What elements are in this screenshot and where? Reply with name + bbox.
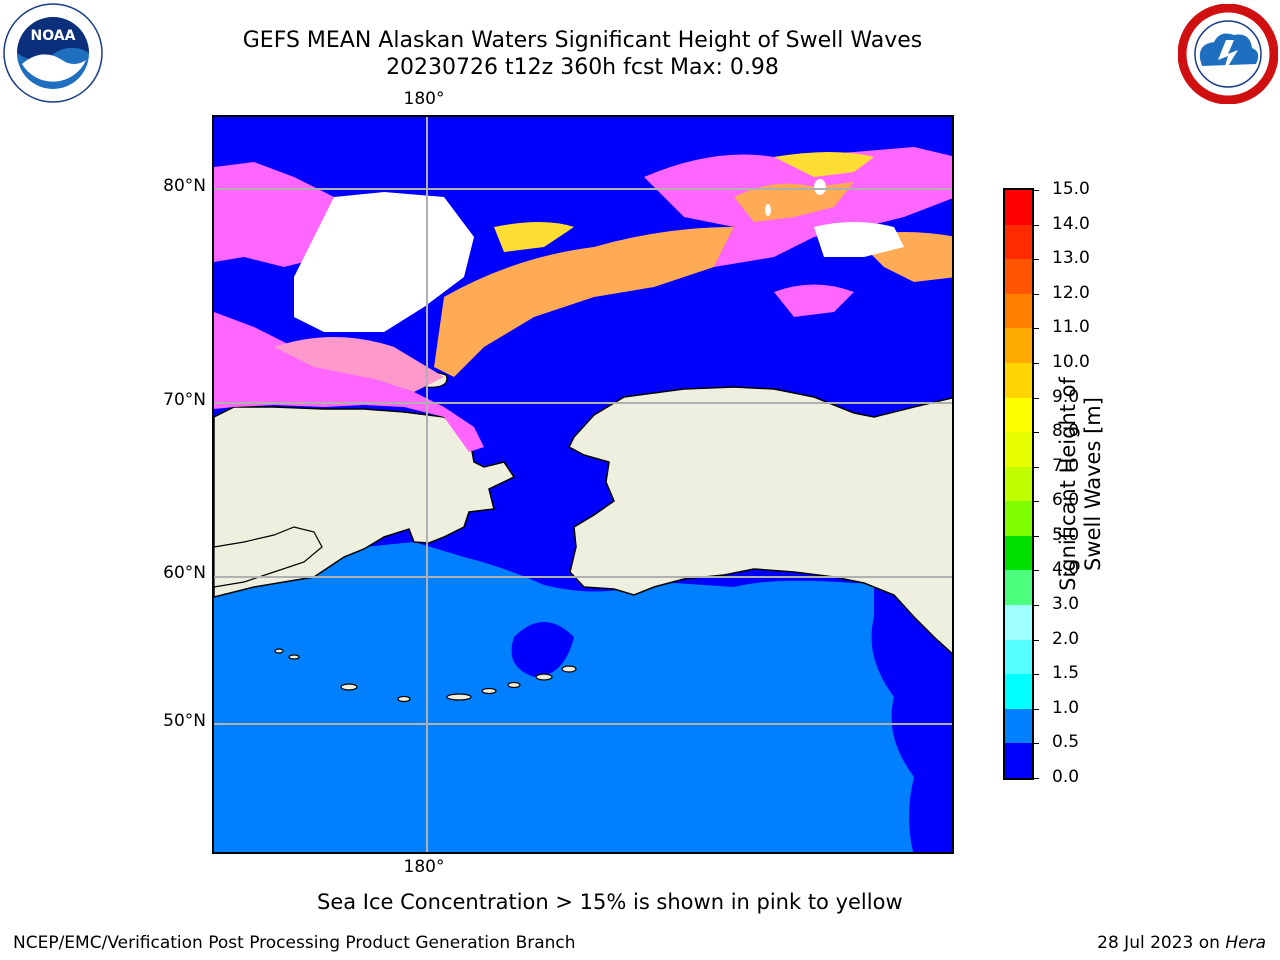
- colorbar-tick-label: 1.5: [1052, 663, 1080, 684]
- colorbar-tickmark: [1032, 535, 1039, 537]
- footer-date-text: 28 Jul 2023 on: [1097, 933, 1226, 953]
- colorbar-tickmark: [1032, 466, 1039, 468]
- ice-interior-white: [294, 192, 474, 332]
- colorbar-segment: [1005, 190, 1032, 226]
- colorbar-segment: [1005, 432, 1032, 468]
- chart-subtitle: 20230726 t12z 360h fcst Max: 0.98: [386, 55, 779, 80]
- colorbar-tickmark: [1032, 259, 1039, 261]
- colorbar-tickmark: [1032, 605, 1039, 607]
- colorbar-tickmark: [1032, 743, 1039, 745]
- graticule: [214, 117, 952, 852]
- colorbar-tickmark: [1032, 570, 1039, 572]
- colorbar-tick-label: 1.0: [1052, 697, 1080, 718]
- colorbar-tick-label: 12.0: [1052, 282, 1090, 303]
- colorbar-tick-label: 2.0: [1052, 628, 1080, 649]
- colorbar-tick-label: 4.0: [1052, 559, 1080, 580]
- noaa-logo-text: NOAA: [31, 28, 76, 44]
- colorbar-tick-label: 7.0: [1052, 455, 1080, 476]
- colorbar-tick-label: 15.0: [1052, 179, 1090, 199]
- footer-credit: NCEP/EMC/Verification Post Processing Pr…: [13, 933, 576, 953]
- colorbar-segment: [1005, 570, 1032, 606]
- colorbar-tickmark: [1032, 639, 1039, 641]
- nws-logo: [1177, 3, 1279, 105]
- colorbar-segment: [1005, 639, 1032, 675]
- colorbar-tickmark: [1032, 778, 1039, 779]
- colorbar-tick-label: 6.0: [1052, 490, 1080, 511]
- colorbar-tickmark: [1032, 362, 1039, 364]
- land-aleutians: [274, 648, 577, 703]
- map-canvas: [214, 117, 952, 852]
- colorbar-tickmark: [1032, 674, 1039, 676]
- colorbar-segment: [1005, 397, 1032, 433]
- colorbar-segment: [1005, 708, 1032, 744]
- colorbar-tickmark: [1032, 224, 1039, 226]
- colorbar-tick-label: 8.0: [1052, 421, 1080, 442]
- footer-host: Hera: [1225, 933, 1266, 953]
- ocean-low-swell-east: [871, 587, 952, 852]
- colorbar-segment: [1005, 259, 1032, 295]
- colorbar-label: Significant Height of Swell Waves [m]: [1056, 377, 1105, 591]
- colorbar-tick-label: 13.0: [1052, 248, 1090, 269]
- footer-date: 28 Jul 2023 on Hera: [1097, 933, 1266, 953]
- colorbar-tickmark: [1032, 501, 1039, 503]
- land-alaska: [568, 386, 952, 655]
- colorbar-tick-label: 5.0: [1052, 524, 1080, 545]
- colorbar-segment: [1005, 293, 1032, 329]
- colorbar-tick-label: 10.0: [1052, 351, 1090, 372]
- colorbar-tickmark: [1032, 328, 1039, 330]
- sea-ice-central: [434, 227, 734, 377]
- chart-title: GEFS MEAN Alaskan Waters Significant Hei…: [242, 28, 923, 53]
- colorbar-segment: [1005, 674, 1032, 710]
- noaa-logo: NOAA: [2, 2, 104, 104]
- colorbar-tick-label: 11.0: [1052, 317, 1090, 338]
- colorbar-tick-label: 3.0: [1052, 594, 1080, 615]
- lat-label-70: 70°N: [163, 390, 206, 410]
- colorbar-segment: [1005, 362, 1032, 399]
- lon-label-bottom: 180°: [403, 857, 445, 877]
- colorbar-segment: [1005, 501, 1032, 537]
- lat-label-60: 60°N: [163, 563, 206, 583]
- colorbar-tick-label: 9.0: [1052, 386, 1080, 407]
- colorbar-tick-label: 0.5: [1052, 732, 1080, 753]
- colorbar-tickmark: [1032, 293, 1039, 295]
- colorbar-segment: [1005, 328, 1032, 364]
- colorbar-tickmark: [1032, 708, 1039, 710]
- map-panel: [212, 115, 954, 854]
- colorbar-tick-label: 14.0: [1052, 213, 1090, 234]
- colorbar-segment: [1005, 743, 1032, 779]
- sea-ice-note: Sea Ice Concentration > 15% is shown in …: [317, 890, 903, 914]
- colorbar-tick-label: 0.0: [1052, 767, 1080, 787]
- colorbar-segment: [1005, 466, 1032, 502]
- colorbar-segment: [1005, 535, 1032, 571]
- lon-label-top: 180°: [403, 89, 445, 109]
- colorbar-tickmark: [1032, 190, 1039, 191]
- colorbar-segment: [1005, 224, 1032, 260]
- colorbar: [1003, 188, 1034, 780]
- colorbar-segment: [1005, 605, 1032, 641]
- lat-label-80: 80°N: [163, 176, 206, 196]
- lat-label-50: 50°N: [163, 711, 206, 731]
- colorbar-tickmark: [1032, 432, 1039, 434]
- colorbar-tickmark: [1032, 397, 1039, 399]
